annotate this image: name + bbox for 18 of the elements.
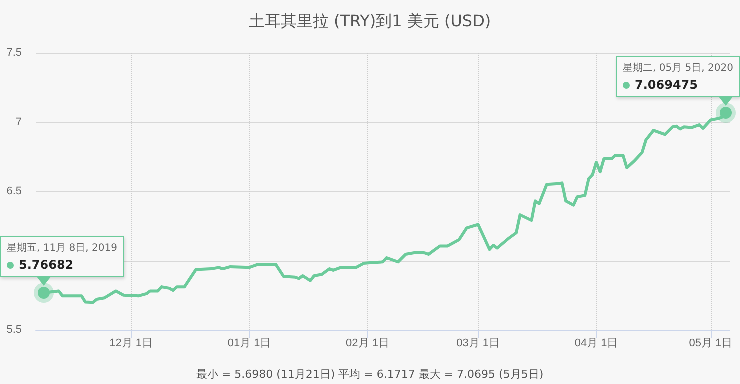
tooltip-box: 星期五, 11月 8日, 2019 5.76682 (0, 236, 124, 278)
y-tick-label: 6.5 (6, 186, 22, 198)
annotation: 7.069475 (634, 78, 700, 92)
annotation: 星期二, 05月 5日, 2020 (623, 62, 734, 74)
text: 最小 = 5.6980 (11月21日) 平均 = 6.1717 最大 = 7.0695 (5月5日) (196, 368, 544, 381)
y-tick-label: 7 (16, 116, 22, 128)
x-tick-label: 04月 1日 (574, 338, 618, 350)
x-tick-label: 01月 1日 (228, 338, 272, 350)
x-tick-label: 12月 1日 (110, 338, 154, 350)
tooltip-box: 星期二, 05月 5日, 2020 7.069475 (616, 56, 740, 97)
chart-title: 土耳其里拉 (TRY)到1 美元 (USD) (248, 12, 492, 30)
annotation: 5.76682 (18, 258, 75, 272)
annotation: 星期五, 11月 8日, 2019 (7, 243, 118, 254)
x-tick-label: 03月 1日 (456, 338, 500, 350)
y-tick-label: 7.5 (6, 47, 22, 59)
y-tick-label: 5.5 (6, 324, 22, 336)
x-tick-label: 02月 1日 (346, 338, 390, 350)
x-tick-label: 05月 1日 (689, 338, 733, 350)
